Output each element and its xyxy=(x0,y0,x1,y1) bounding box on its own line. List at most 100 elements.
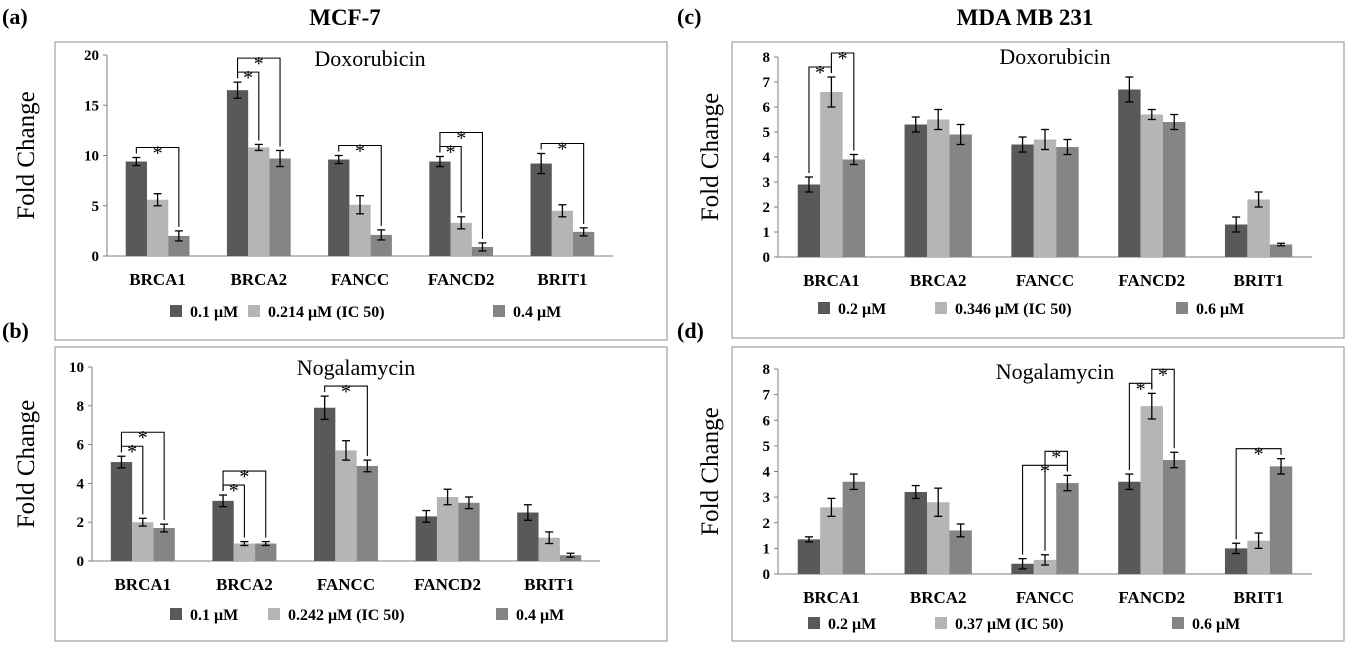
legend-label: 0.2 μM xyxy=(838,301,886,318)
significance-star: * xyxy=(446,142,456,164)
significance-bracket xyxy=(338,144,382,226)
bar xyxy=(313,407,336,561)
panel-label-d: (d) xyxy=(677,318,704,343)
bar xyxy=(429,161,451,256)
legend-label: 0.4 μM xyxy=(516,607,564,624)
x-tick-label: BRIT1 xyxy=(524,575,574,594)
bar xyxy=(248,147,270,256)
significance-bracket xyxy=(1151,368,1175,449)
y-tick-label: 2 xyxy=(763,516,771,532)
bar xyxy=(820,92,843,257)
y-tick-label: 0 xyxy=(763,567,771,583)
y-tick-label: 1 xyxy=(763,541,771,557)
significance-star: * xyxy=(456,128,466,150)
significance-bracket xyxy=(1044,450,1068,551)
bar xyxy=(415,516,437,561)
x-tick-label: BRIT1 xyxy=(1234,271,1284,290)
bar xyxy=(530,163,552,256)
significance-bracket xyxy=(439,131,484,239)
chart-frame xyxy=(54,41,668,341)
bar xyxy=(1163,122,1186,257)
bar xyxy=(233,543,256,561)
significance-bracket xyxy=(540,142,585,224)
bar xyxy=(269,158,291,256)
bar xyxy=(1247,199,1270,257)
chart-title: Doxorubicin xyxy=(999,44,1110,69)
significance-star: * xyxy=(127,441,137,463)
x-tick-label: BRIT1 xyxy=(1234,588,1284,607)
bar xyxy=(1011,144,1034,257)
significance-star: * xyxy=(239,466,249,488)
y-tick-label: 3 xyxy=(763,175,771,191)
significance-star: * xyxy=(243,67,253,89)
bar xyxy=(335,450,357,561)
x-tick-label: FANCD2 xyxy=(1118,588,1185,607)
bar xyxy=(926,502,950,574)
y-tick-label: 6 xyxy=(763,100,771,116)
chart-title: Nogalamycin xyxy=(297,355,416,380)
x-tick-label: BRCA1 xyxy=(803,271,860,290)
x-tick-label: FANCC xyxy=(331,270,389,289)
legend-swatch xyxy=(935,302,947,314)
legend-swatch xyxy=(496,608,508,620)
bar xyxy=(1056,483,1079,574)
y-tick-label: 7 xyxy=(763,388,771,404)
legend-swatch xyxy=(818,302,830,314)
bar xyxy=(551,210,574,256)
legend-label: 0.4 μM xyxy=(513,304,561,321)
significance-bracket xyxy=(135,146,180,227)
chart-title: Doxorubicin xyxy=(314,46,425,71)
chart-frame xyxy=(731,346,1345,642)
y-tick-label: 4 xyxy=(763,465,771,481)
legend-label: 0.346 μM (IC 50) xyxy=(955,301,1072,318)
x-tick-label: BRCA2 xyxy=(216,575,273,594)
bar xyxy=(168,235,190,256)
chart-panel-d: Nogalamycin Fold Change 0 1 2 3 4 5 6 7 8 BRCA1 BRCA… xyxy=(697,346,1345,642)
x-tick-label: BRCA2 xyxy=(230,270,287,289)
bar xyxy=(1140,406,1164,574)
chart-panel-c: Doxorubicin Fold Change 0 1 2 3 4 5 6 7 8 BRCA1 BRCA… xyxy=(697,41,1345,339)
x-tick-label: FANCC xyxy=(1016,271,1074,290)
bar xyxy=(132,522,154,561)
significance-star: * xyxy=(229,480,239,502)
significance-star: * xyxy=(1158,364,1168,386)
bar xyxy=(458,502,480,561)
legend-swatch xyxy=(170,305,182,317)
bar xyxy=(1140,114,1164,257)
significance-star: * xyxy=(153,143,163,165)
bar xyxy=(904,492,927,574)
legend-label: 0.37 μM (IC 50) xyxy=(955,616,1064,633)
bar xyxy=(559,555,582,561)
significance-star: * xyxy=(815,62,825,84)
legend-swatch xyxy=(1176,302,1188,314)
y-axis-label: Fold Change xyxy=(13,91,40,219)
bar xyxy=(842,481,866,574)
significance-bracket xyxy=(222,470,267,538)
bar xyxy=(1056,147,1079,257)
significance-star: * xyxy=(1254,444,1264,466)
bar xyxy=(517,512,539,561)
y-tick-label: 8 xyxy=(763,50,771,66)
bar xyxy=(1118,481,1141,574)
y-tick-label: 4 xyxy=(763,150,771,166)
y-tick-label: 0 xyxy=(77,554,85,570)
x-tick-label: FANCD2 xyxy=(414,575,481,594)
y-tick-label: 1 xyxy=(763,225,771,241)
bar xyxy=(436,496,459,561)
x-tick-label: BRCA1 xyxy=(114,575,171,594)
chart-title: Nogalamycin xyxy=(996,359,1115,384)
chart-panel-a: Doxorubicin Fold Change 0 5 10 15 20 BRCA1 BRCA2… xyxy=(13,41,668,341)
bar xyxy=(1269,466,1293,574)
legend-swatch xyxy=(248,305,260,317)
bar xyxy=(1224,548,1248,574)
bar xyxy=(1033,559,1057,574)
bar xyxy=(1224,224,1248,257)
y-axis-label: Fold Change xyxy=(697,93,724,221)
bar xyxy=(450,222,472,256)
bar xyxy=(926,119,950,257)
x-tick-label: BRCA1 xyxy=(129,270,186,289)
y-axis-label: Fold Change xyxy=(13,400,40,528)
bar xyxy=(153,528,175,561)
legend-label: 0.214 μM (IC 50) xyxy=(268,304,385,321)
bar xyxy=(1269,244,1293,257)
